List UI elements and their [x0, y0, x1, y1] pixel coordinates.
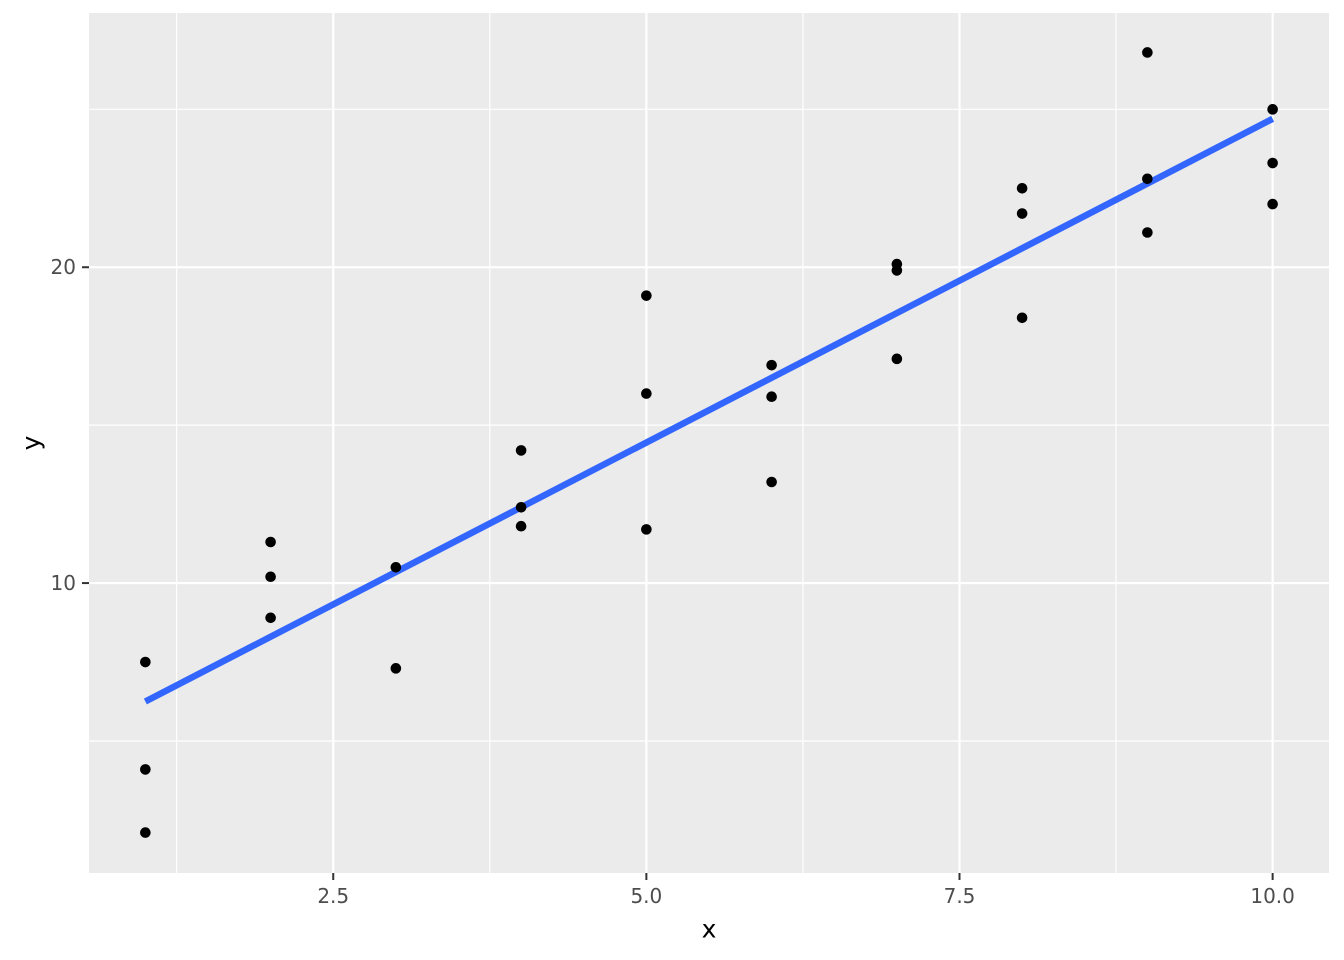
data-point: [1142, 227, 1153, 238]
data-point: [265, 571, 276, 583]
data-point: [140, 764, 151, 775]
y-tick-label: 20: [50, 255, 76, 280]
data-point: [140, 827, 151, 838]
x-axis-title: x: [701, 914, 717, 944]
regression-line: [143, 115, 1275, 705]
x-tick-label: 5.0: [630, 884, 663, 908]
data-point: [515, 445, 527, 456]
data-point: [1142, 173, 1153, 185]
data-point: [641, 290, 652, 301]
data-point: [891, 353, 903, 365]
data-point: [766, 476, 777, 488]
data-point: [1016, 312, 1028, 324]
plot-panel: [89, 13, 1329, 873]
data-point: [641, 524, 652, 535]
y-axis-title: y: [16, 435, 46, 451]
data-point: [265, 612, 276, 624]
data-point: [891, 265, 903, 276]
data-point: [641, 388, 652, 399]
x-tick-label: 10.0: [1250, 884, 1295, 908]
data-point: [766, 359, 777, 371]
x-tick-label: 7.5: [943, 884, 976, 908]
data-point: [390, 561, 402, 573]
x-tick-label: 2.5: [317, 884, 350, 908]
data-point: [1142, 47, 1153, 58]
data-point: [140, 656, 151, 668]
data-point: [515, 520, 527, 532]
data-point: [265, 536, 276, 548]
data-point: [766, 391, 777, 403]
data-point: [1267, 104, 1278, 115]
data-point: [1016, 182, 1028, 194]
data-point: [1267, 198, 1278, 210]
y-tick-label: 10: [50, 571, 76, 596]
data-point: [390, 663, 402, 674]
data-point: [1267, 157, 1278, 169]
data-point: [515, 501, 527, 513]
data-point: [1016, 208, 1028, 219]
